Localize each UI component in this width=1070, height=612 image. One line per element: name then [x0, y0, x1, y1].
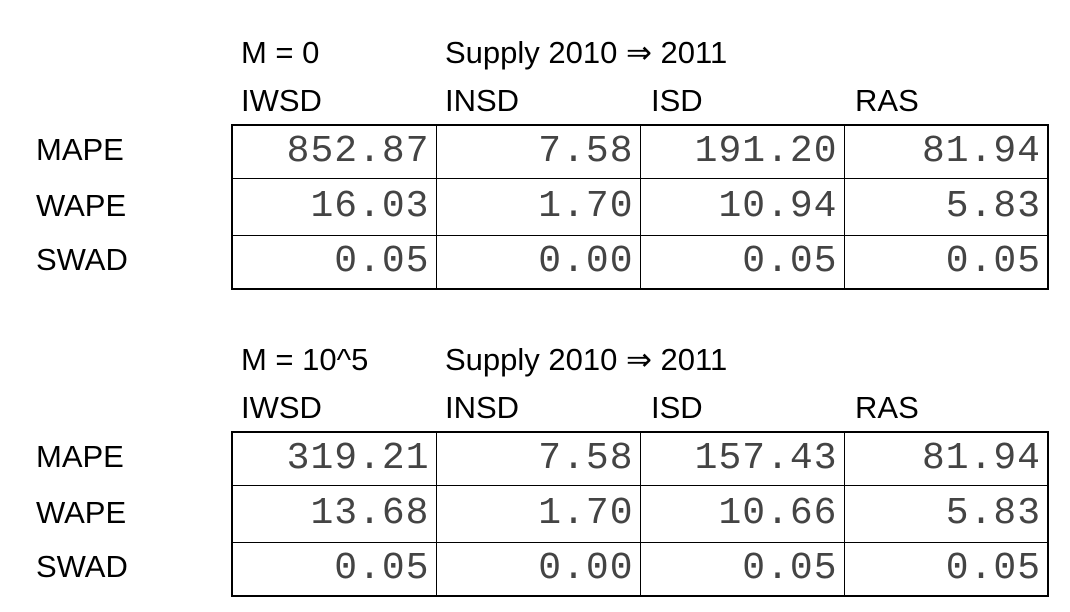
column-header-insd: INSD — [445, 390, 520, 425]
column-header-isd: ISD — [651, 390, 703, 425]
column-header-ras: RAS — [855, 83, 919, 118]
table-row: 0.05 0.00 0.05 0.05 — [231, 235, 1049, 290]
metrics-table: 852.87 7.58 191.20 81.94 16.03 1.70 10.9… — [231, 124, 1049, 290]
table-cell: 1.70 — [435, 178, 641, 236]
table-cell: 0.05 — [639, 235, 845, 290]
table-cell: 81.94 — [843, 431, 1049, 486]
table-cell: 0.05 — [843, 235, 1049, 290]
table-cell: 0.00 — [435, 235, 641, 290]
metrics-table: 319.21 7.58 157.43 81.94 13.68 1.70 10.6… — [231, 431, 1049, 597]
table-cell: 10.66 — [639, 485, 845, 543]
table-cell: 81.94 — [843, 124, 1049, 179]
row-label-swad: SWAD — [36, 549, 128, 584]
table-cell: 10.94 — [639, 178, 845, 236]
row-label-swad: SWAD — [36, 242, 128, 277]
table-cell: 7.58 — [435, 431, 641, 486]
table-cell: 0.05 — [231, 542, 437, 597]
row-label-wape: WAPE — [36, 495, 127, 530]
m-label: M = 10^5 — [241, 342, 369, 377]
table-cell: 157.43 — [639, 431, 845, 486]
table-row: 16.03 1.70 10.94 5.83 — [231, 178, 1049, 236]
table-cell: 5.83 — [843, 485, 1049, 543]
table-cell: 1.70 — [435, 485, 641, 543]
row-label-mape: MAPE — [36, 132, 124, 167]
row-label-wape: WAPE — [36, 188, 127, 223]
column-header-insd: INSD — [445, 83, 520, 118]
table-cell: 191.20 — [639, 124, 845, 179]
table-cell: 852.87 — [231, 124, 437, 179]
table-cell: 7.58 — [435, 124, 641, 179]
table-cell: 0.05 — [843, 542, 1049, 597]
column-header-iwsd: IWSD — [241, 390, 322, 425]
table-row: 13.68 1.70 10.66 5.83 — [231, 485, 1049, 543]
table-cell: 0.05 — [231, 235, 437, 290]
column-header-ras: RAS — [855, 390, 919, 425]
table-row: 852.87 7.58 191.20 81.94 — [231, 124, 1049, 179]
table-cell: 0.05 — [639, 542, 845, 597]
column-header-isd: ISD — [651, 83, 703, 118]
table-row: 319.21 7.58 157.43 81.94 — [231, 431, 1049, 486]
table-cell: 5.83 — [843, 178, 1049, 236]
table-cell: 13.68 — [231, 485, 437, 543]
table-row: 0.05 0.00 0.05 0.05 — [231, 542, 1049, 597]
table-cell: 16.03 — [231, 178, 437, 236]
table-cell: 319.21 — [231, 431, 437, 486]
supply-label: Supply 2010 ⇒ 2011 — [445, 342, 728, 377]
supply-label: Supply 2010 ⇒ 2011 — [445, 35, 728, 70]
m-label: M = 0 — [241, 35, 320, 70]
table-cell: 0.00 — [435, 542, 641, 597]
row-label-mape: MAPE — [36, 439, 124, 474]
column-header-iwsd: IWSD — [241, 83, 322, 118]
